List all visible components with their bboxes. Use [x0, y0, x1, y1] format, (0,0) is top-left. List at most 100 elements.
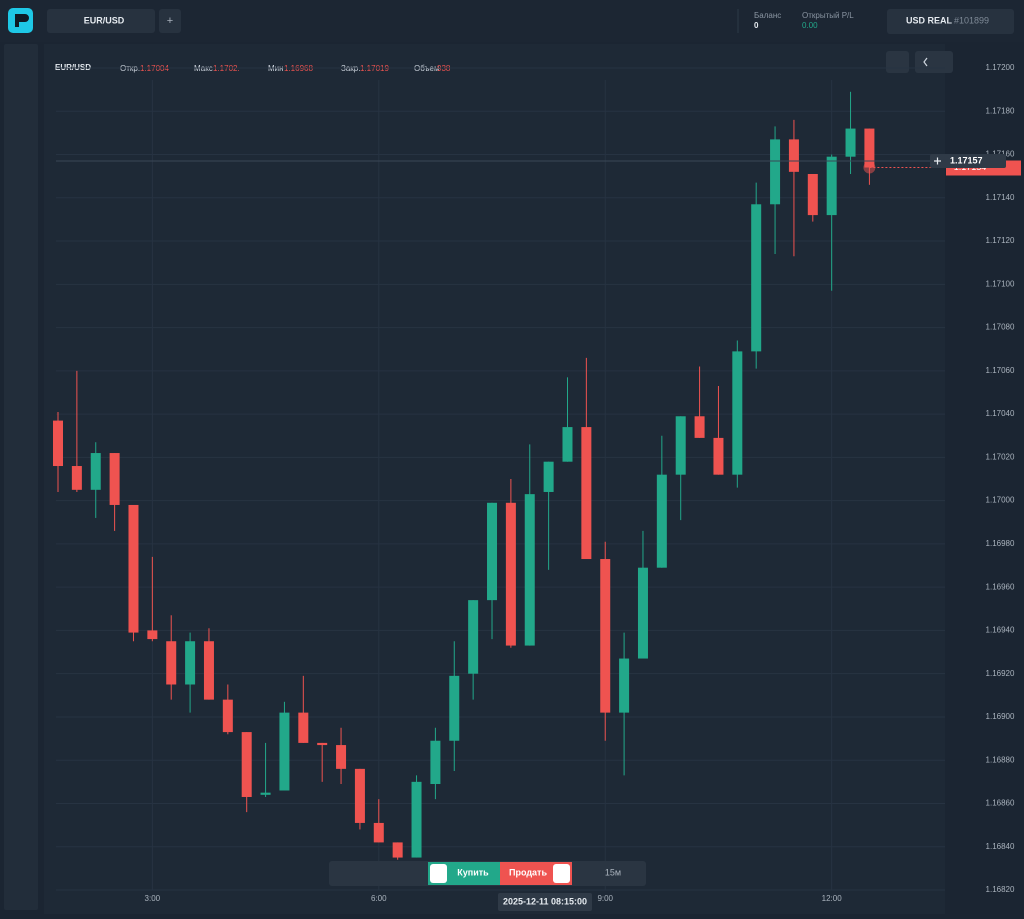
- y-tick-label: 1.17080: [986, 323, 1015, 332]
- candle-body: [147, 630, 158, 640]
- candle-body: [770, 139, 781, 205]
- candle-body: [694, 416, 705, 438]
- y-tick-label: 1.16980: [986, 539, 1015, 548]
- plot: 1.172001.171801.171601.171401.171201.171…: [53, 63, 1021, 903]
- candle-body: [279, 712, 290, 791]
- y-tick-label: 1.17060: [986, 366, 1015, 375]
- x-tick-label: 6:00: [371, 894, 387, 903]
- last-price-glow: [863, 161, 876, 174]
- y-tick-label: 1.17200: [986, 63, 1015, 72]
- candle-body: [713, 437, 724, 475]
- buy-icon: [430, 864, 447, 883]
- legend-close-label: Закр.: [341, 64, 360, 73]
- candle-body: [732, 351, 743, 475]
- pl-label: Открытый P/L: [802, 11, 854, 20]
- buy-label: Купить: [457, 867, 489, 877]
- candle-body: [90, 453, 101, 490]
- candle-body: [317, 742, 328, 746]
- candle-body: [298, 712, 309, 743]
- logo-glyph: [15, 14, 29, 27]
- candle-body: [864, 128, 875, 168]
- legend-high-label: Макс: [194, 64, 213, 73]
- legend-low-label: Мин: [268, 64, 284, 73]
- candle-body: [71, 466, 82, 490]
- y-tick-label: 1.16940: [986, 626, 1015, 635]
- legend-open-label: Откр.: [120, 64, 140, 73]
- candle-body: [505, 502, 516, 646]
- legend-close: 1.17019: [360, 64, 389, 73]
- candle-body: [241, 732, 252, 797]
- candle-body: [53, 420, 63, 467]
- y-tick-label: 1.17020: [986, 452, 1015, 461]
- crosshair-time: 2025-12-11 08:15:00: [503, 896, 587, 906]
- y-tick-label: 1.17100: [986, 279, 1015, 288]
- candle-body: [373, 822, 384, 843]
- cursor-price-label: 1.17157: [950, 155, 983, 165]
- candle-body: [430, 740, 441, 785]
- tool-button[interactable]: [886, 51, 909, 73]
- candle-body: [619, 658, 630, 713]
- candle-body: [751, 204, 762, 352]
- cursor-plus-icon: [934, 157, 941, 165]
- candle-body: [581, 427, 592, 560]
- pl: 0.00: [802, 21, 818, 30]
- cursor-price-box: [930, 154, 1006, 169]
- tab-label: EUR/USD: [84, 15, 125, 25]
- candle-body: [185, 641, 196, 685]
- tab[interactable]: [47, 9, 155, 33]
- crosshair-time-box: [498, 893, 592, 911]
- y-tick-label: 1.16920: [986, 669, 1015, 678]
- legend-open: 1.17004: [140, 64, 169, 73]
- account: USD REAL: [906, 15, 953, 25]
- y-tick-label: 1.16840: [986, 842, 1015, 851]
- candle-body: [637, 567, 648, 659]
- collapse-button[interactable]: [915, 51, 953, 73]
- y-tick-label: 1.17040: [986, 409, 1015, 418]
- balance-label: Баланс: [754, 11, 781, 20]
- add-tab[interactable]: [159, 9, 181, 33]
- candle-body: [109, 453, 120, 505]
- sidebar: [4, 44, 38, 910]
- candle-body: [166, 641, 177, 685]
- candle-body: [675, 416, 686, 475]
- candle-body: [845, 128, 856, 157]
- candle-body: [807, 173, 818, 216]
- y-tick-label: 1.16900: [986, 712, 1015, 721]
- candle-body: [354, 768, 365, 823]
- interval[interactable]: 15м: [605, 867, 621, 877]
- candle-body: [449, 675, 460, 741]
- account-id: #101899: [954, 15, 989, 25]
- chart-panel: [44, 44, 1024, 914]
- candle-body: [487, 502, 498, 601]
- legend-high: 1.1702.: [213, 64, 240, 73]
- y-tick-label: 1.16860: [986, 799, 1015, 808]
- y-tick-label: 1.17120: [986, 236, 1015, 245]
- legend-low: 1.16968: [284, 64, 313, 73]
- x-tick-label: 12:00: [822, 894, 843, 903]
- collapse-icon: [923, 57, 928, 67]
- y-tick-label: 1.16820: [986, 885, 1015, 894]
- candle-body: [392, 842, 403, 858]
- candle-body: [222, 699, 233, 733]
- candle-body: [826, 156, 837, 216]
- y-tick-label: 1.16960: [986, 582, 1015, 591]
- y-tick-label: 1.16880: [986, 755, 1015, 764]
- candle-body: [543, 461, 554, 492]
- x-tick-label: 3:00: [145, 894, 161, 903]
- y-tick-label: 1.17180: [986, 106, 1015, 115]
- candle-body: [468, 600, 479, 674]
- candle-body: [524, 494, 535, 646]
- candle-body: [336, 745, 347, 769]
- candle-body: [260, 792, 271, 795]
- candle-body: [600, 559, 611, 713]
- y-tick-label: 1.17000: [986, 496, 1015, 505]
- candle-body: [128, 504, 139, 633]
- candle-body: [562, 427, 573, 462]
- price-axis: [945, 44, 1024, 914]
- candle-body: [788, 139, 799, 172]
- y-tick-label: 1.17140: [986, 193, 1015, 202]
- add-tab-label: +: [167, 15, 173, 27]
- account-button[interactable]: [887, 9, 1014, 34]
